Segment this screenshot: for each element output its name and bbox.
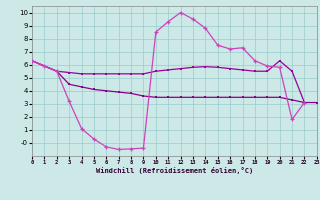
X-axis label: Windchill (Refroidissement éolien,°C): Windchill (Refroidissement éolien,°C) xyxy=(96,167,253,174)
